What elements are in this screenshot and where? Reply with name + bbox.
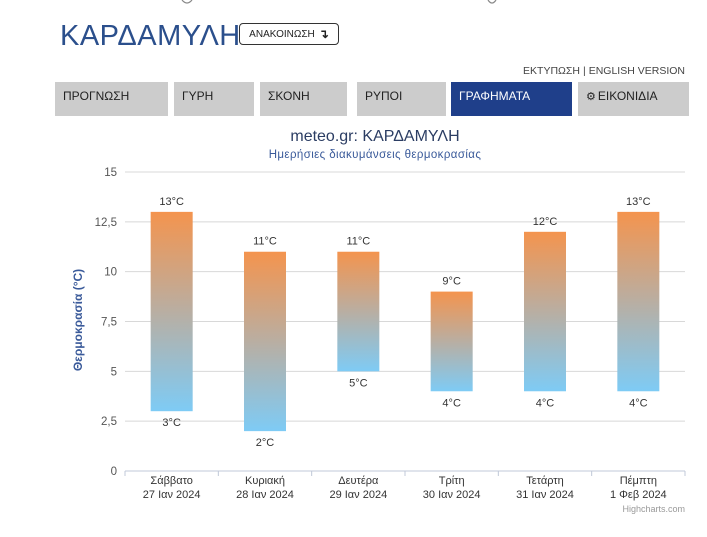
temperature-range-bar[interactable] bbox=[150, 211, 193, 412]
tab-label: ΣΚΟΝΗ bbox=[268, 89, 310, 103]
low-temp-label: 4°C bbox=[536, 397, 555, 409]
tab-pollutants[interactable]: ΡΥΠΟΙ bbox=[357, 82, 446, 116]
tab-forecast[interactable]: ΠΡΟΓΝΩΣΗ bbox=[55, 82, 168, 116]
low-temp-label: 4°C bbox=[442, 397, 461, 409]
announcement-label: ΑΝΑΚΟΙΝΩΣΗ bbox=[249, 28, 315, 40]
y-axis-label: Θερμοκρασία (°C) bbox=[71, 269, 85, 371]
link-separator: | bbox=[582, 65, 586, 77]
print-link[interactable]: ΕΚΤΥΠΩΣΗ bbox=[523, 65, 580, 77]
english-version-link[interactable]: ENGLISH VERSION bbox=[588, 65, 685, 77]
bars bbox=[150, 211, 660, 432]
tab-label: ΠΡΟΓΝΩΣΗ bbox=[63, 89, 130, 103]
grid-lines bbox=[125, 171, 685, 472]
high-temp-label: 9°C bbox=[442, 276, 461, 288]
temperature-range-bar[interactable] bbox=[244, 251, 286, 432]
low-temp-label: 3°C bbox=[162, 417, 181, 429]
temperature-chart: meteo.gr: ΚΑΡΔΑΜΥΛΗ Ημερήσιες διακυμάνσε… bbox=[0, 120, 707, 532]
x-tick-day: Πέμπτη bbox=[620, 475, 657, 487]
page-title: ΚΑΡΔΑΜΥΛΗ bbox=[60, 20, 241, 52]
y-tick-label: 7,5 bbox=[101, 317, 117, 329]
data-labels: 13°C 3°C 11°C 2°C 11°C 5°C 9°C 4°C 12°C 4°C 13°C 4°… bbox=[159, 196, 650, 449]
x-tick-day: Δευτέρα bbox=[338, 475, 379, 487]
chart-svg: meteo.gr: ΚΑΡΔΑΜΥΛΗ Ημερήσιες διακυμάνσε… bbox=[71, 128, 686, 514]
temperature-range-bar[interactable] bbox=[617, 211, 660, 392]
gear-icon: ⚙ bbox=[586, 91, 596, 103]
y-tick-label: 12,5 bbox=[95, 217, 117, 229]
x-axis-ticks: Σάββατο 27 Ιαν 2024 Κυριακή 28 Ιαν 2024 Δευτ… bbox=[124, 471, 686, 501]
chart-subtitle: Ημερήσιες διακυμάνσεις θερμοκρασίας bbox=[269, 149, 482, 161]
logo-fragment bbox=[181, 0, 497, 4]
low-temp-label: 5°C bbox=[349, 377, 368, 389]
x-tick-date: 27 Ιαν 2024 bbox=[143, 489, 201, 501]
high-temp-label: 13°C bbox=[159, 196, 184, 208]
x-tick-date: 1 Φεβ 2024 bbox=[610, 489, 667, 501]
y-tick-label: 2,5 bbox=[101, 416, 117, 428]
chart-title: meteo.gr: ΚΑΡΔΑΜΥΛΗ bbox=[290, 128, 459, 145]
x-tick-date: 29 Ιαν 2024 bbox=[329, 489, 387, 501]
tab-charts[interactable]: ΓΡΑΦΗΜΑΤΑ bbox=[451, 82, 572, 116]
y-axis-ticks: 0 2,5 5 7,5 10 12,5 15 bbox=[95, 167, 117, 478]
x-tick-day: Κυριακή bbox=[245, 475, 285, 487]
high-temp-label: 12°C bbox=[533, 216, 558, 228]
tab-icons[interactable]: ⚙ ΕΙΚΟΝΙΔΙΑ bbox=[578, 82, 689, 116]
high-temp-label: 11°C bbox=[253, 236, 277, 248]
tab-label: ΡΥΠΟΙ bbox=[365, 89, 403, 103]
top-links: ΕΚΤΥΠΩΣΗ | ENGLISH VERSION bbox=[523, 65, 685, 77]
arrow-down-icon: ↴ bbox=[318, 27, 329, 41]
x-tick-date: 30 Ιαν 2024 bbox=[423, 489, 481, 501]
tab-dust[interactable]: ΣΚΟΝΗ bbox=[260, 82, 347, 116]
temperature-range-bar[interactable] bbox=[430, 291, 473, 392]
chart-credits[interactable]: Highcharts.com bbox=[622, 504, 685, 514]
y-tick-label: 0 bbox=[111, 466, 117, 478]
temperature-range-bar[interactable] bbox=[337, 251, 380, 372]
x-tick-date: 28 Ιαν 2024 bbox=[236, 489, 294, 501]
low-temp-label: 2°C bbox=[256, 437, 275, 449]
x-tick-day: Σάββατο bbox=[150, 475, 192, 487]
y-tick-label: 15 bbox=[104, 167, 117, 179]
nav-tabs: ΠΡΟΓΝΩΣΗ ΓΥΡΗ ΣΚΟΝΗ ΡΥΠΟΙ ΓΡΑΦΗΜΑΤΑ ⚙ ΕΙΚ… bbox=[55, 82, 689, 116]
x-tick-date: 31 Ιαν 2024 bbox=[516, 489, 574, 501]
tab-label: ΕΙΚΟΝΙΔΙΑ bbox=[597, 89, 658, 103]
tab-label: ΓΡΑΦΗΜΑΤΑ bbox=[459, 89, 531, 103]
y-tick-label: 5 bbox=[111, 366, 117, 378]
low-temp-label: 4°C bbox=[629, 397, 648, 409]
temperature-range-bar[interactable] bbox=[524, 231, 566, 392]
high-temp-label: 11°C bbox=[346, 236, 370, 248]
x-tick-day: Τρίτη bbox=[439, 475, 465, 487]
announcement-button[interactable]: ΑΝΑΚΟΙΝΩΣΗ ↴ bbox=[239, 23, 339, 45]
high-temp-label: 13°C bbox=[626, 196, 651, 208]
x-tick-day: Τετάρτη bbox=[526, 475, 564, 487]
y-tick-label: 10 bbox=[104, 267, 117, 279]
tab-label: ΓΥΡΗ bbox=[182, 89, 214, 103]
tab-pollen[interactable]: ΓΥΡΗ bbox=[174, 82, 254, 116]
